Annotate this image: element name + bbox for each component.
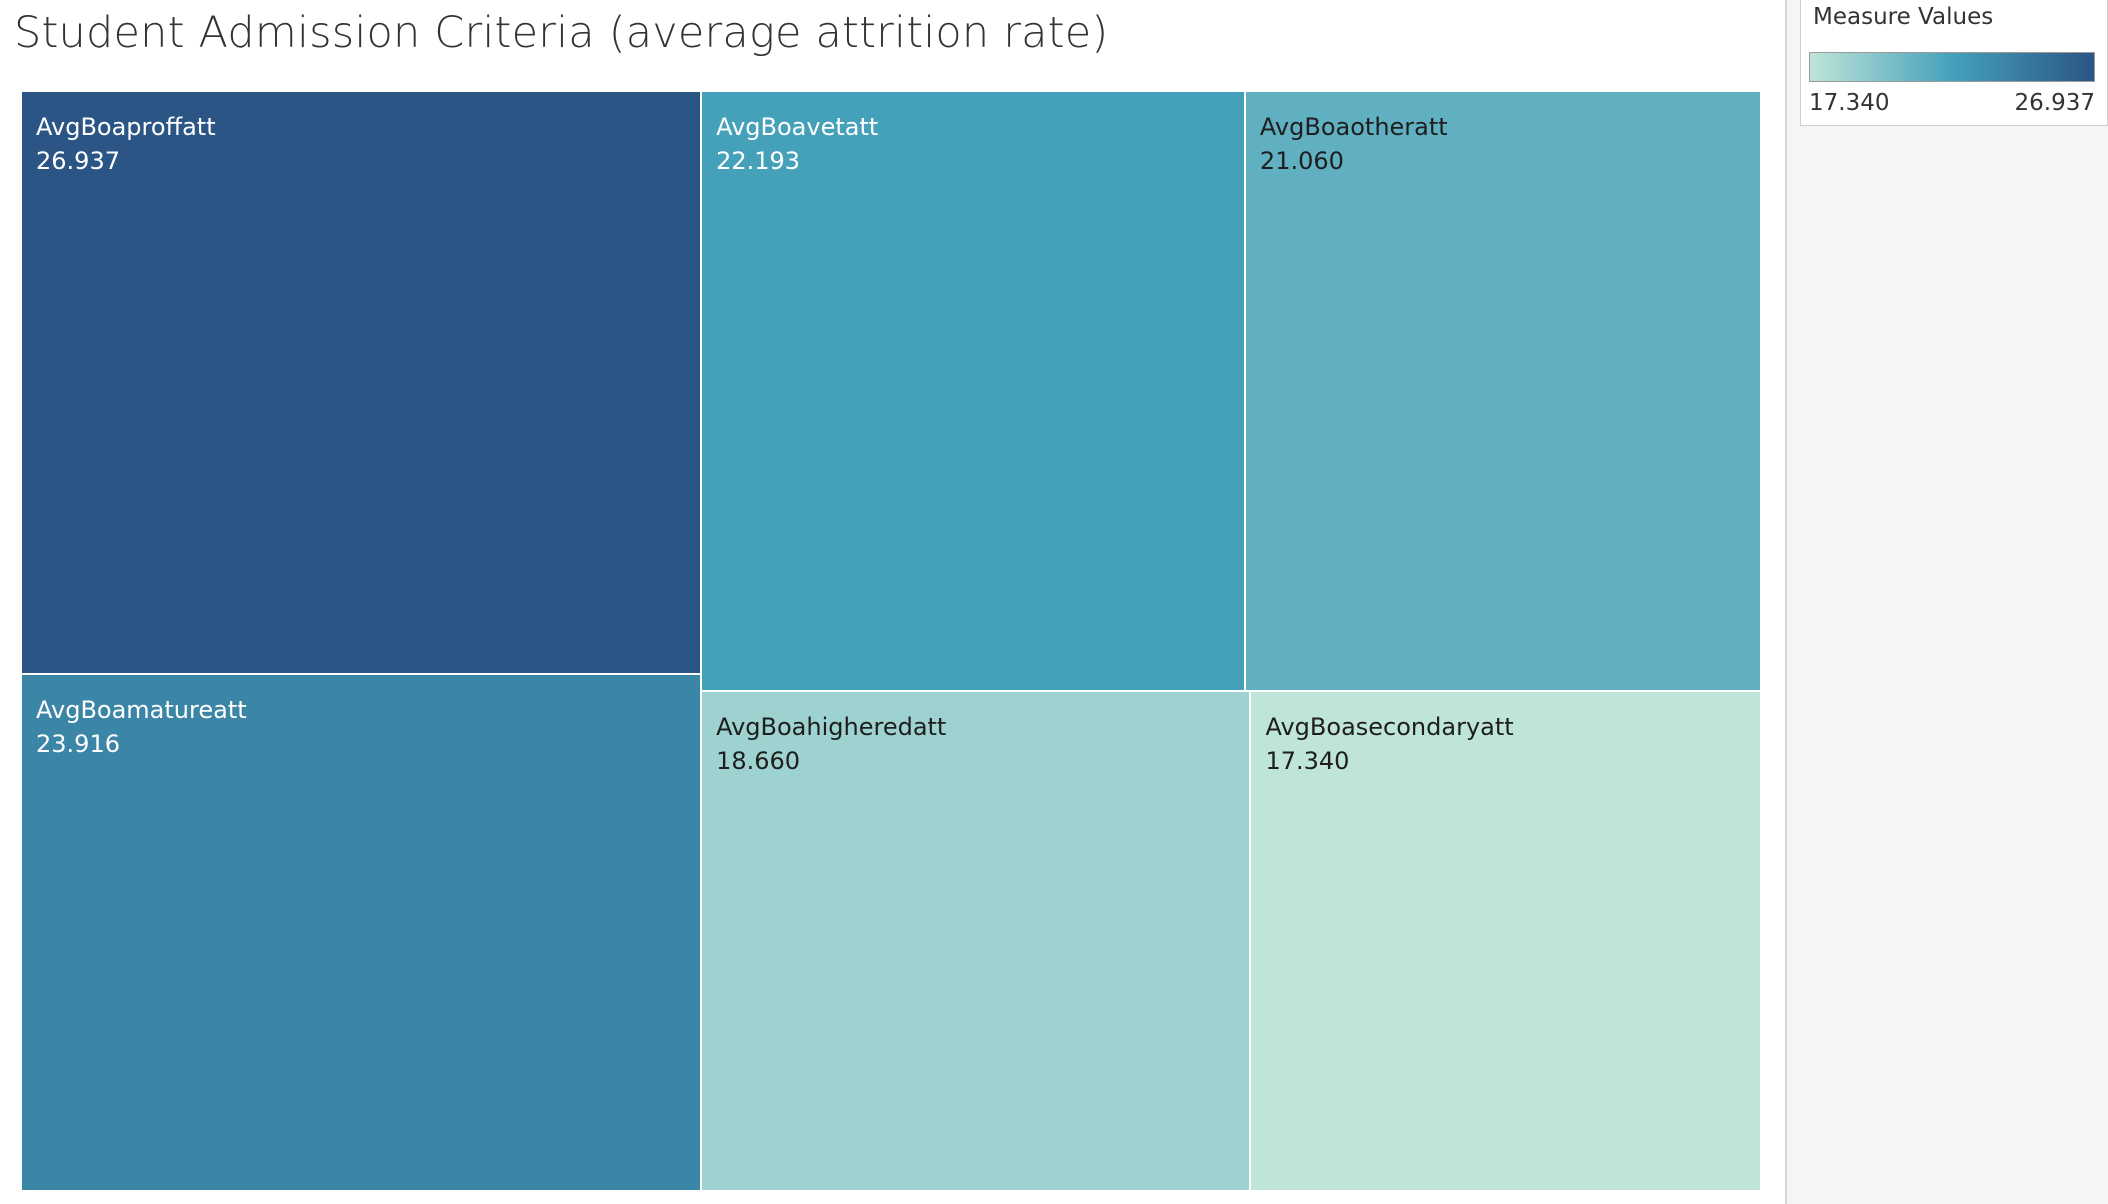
legend-gradient-bar (1809, 52, 2095, 82)
legend-title: Measure Values (1813, 4, 1994, 30)
treemap-tile[interactable]: AvgBoaotheratt 21.060 (1244, 91, 1761, 692)
treemap-tile[interactable]: AvgBoasecondaryatt 17.340 (1250, 691, 1761, 1191)
treemap: AvgBoaproffatt 26.937 AvgBoamatureatt 23.91… (21, 91, 1761, 1191)
tile-value: 23.916 (36, 729, 120, 758)
tile-name: AvgBoamatureatt (36, 695, 247, 724)
tile-name: AvgBoaproffatt (36, 113, 216, 141)
tile-name: AvgBoavetatt (716, 113, 879, 141)
tile-label: AvgBoahigheredatt 18.660 (716, 710, 946, 778)
treemap-tile[interactable]: AvgBoamatureatt 23.916 (21, 673, 702, 1191)
treemap-tile[interactable]: AvgBoahigheredatt 18.660 (701, 691, 1251, 1191)
tile-label: AvgBoavetatt 22.193 (716, 110, 878, 178)
tile-name: AvgBoaotheratt (1259, 113, 1448, 141)
tile-value: 21.060 (1259, 147, 1344, 175)
tile-value: 26.937 (36, 147, 120, 175)
tile-label: AvgBoasecondaryatt 17.340 (1265, 710, 1513, 778)
tile-name: AvgBoasecondaryatt (1265, 713, 1514, 742)
tile-value: 22.193 (716, 147, 801, 175)
chart-title: Student Admission Criteria (average attr… (14, 8, 1109, 58)
tile-value: 17.340 (1265, 747, 1350, 776)
side-panel (1785, 0, 2108, 1204)
treemap-tile[interactable]: AvgBoaproffatt 26.937 (21, 91, 702, 674)
tile-label: AvgBoaotheratt 21.060 (1260, 110, 1448, 178)
color-legend: Measure Values 17.340 26.937 (1800, 0, 2108, 126)
legend-max-label: 26.937 (2014, 90, 2095, 116)
legend-min-label: 17.340 (1809, 90, 1890, 116)
tile-value: 18.660 (716, 747, 801, 776)
treemap-tile[interactable]: AvgBoavetatt 22.193 (701, 91, 1245, 692)
tile-label: AvgBoaproffatt 26.937 (36, 110, 216, 178)
tile-name: AvgBoahigheredatt (716, 713, 947, 742)
tile-label: AvgBoamatureatt 23.916 (36, 693, 247, 761)
